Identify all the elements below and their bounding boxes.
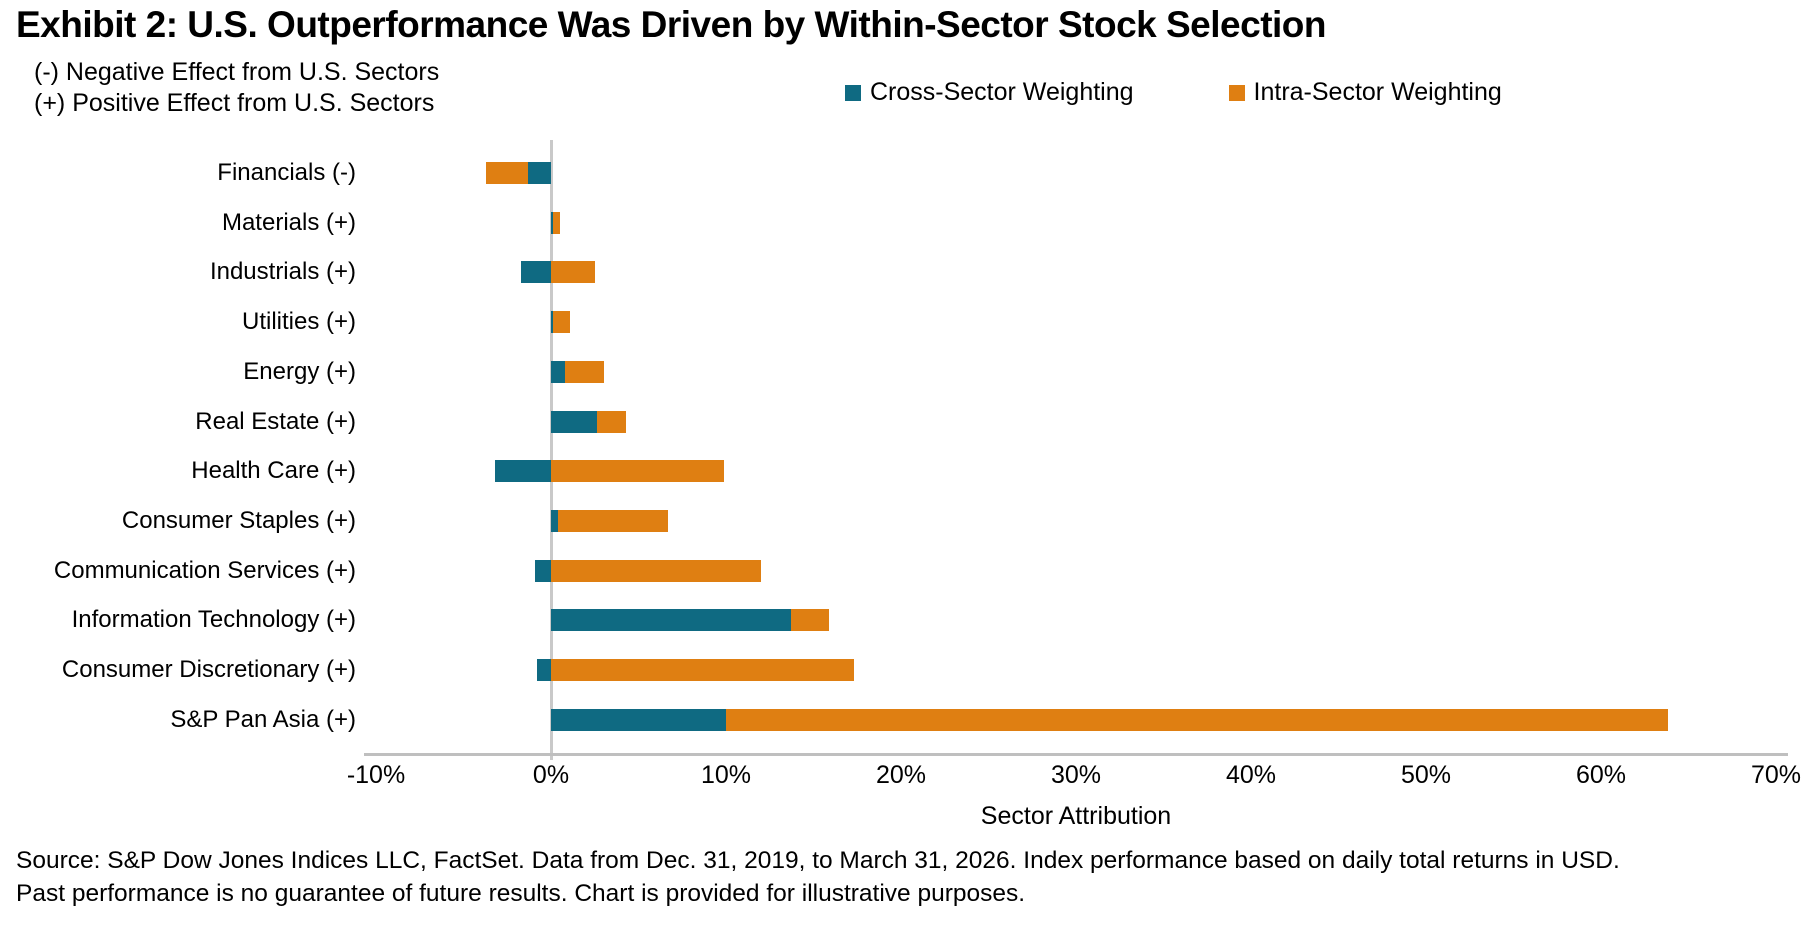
bar-segment bbox=[551, 708, 726, 731]
x-tick-label: 70% bbox=[1750, 761, 1802, 789]
category-label: Real Estate (+) bbox=[195, 407, 356, 435]
bar-segment bbox=[558, 509, 669, 532]
bar-segment bbox=[537, 659, 551, 681]
category-label: Health Care (+) bbox=[191, 457, 356, 485]
y-axis-category-labels: Financials (-) Materials (+) Industrials (… bbox=[0, 140, 356, 753]
bar-segment bbox=[551, 360, 565, 383]
bar-segment bbox=[495, 460, 551, 483]
x-tick-label: 40% bbox=[1225, 761, 1277, 789]
category-label: Consumer Staples (+) bbox=[121, 506, 356, 534]
legend-item-intra-sector: Intra-Sector Weighting bbox=[1228, 78, 1502, 107]
cross-sector-swatch-icon bbox=[845, 84, 861, 101]
category-label: Information Technology (+) bbox=[71, 606, 356, 634]
bar-segment bbox=[551, 509, 558, 532]
bar-segment bbox=[565, 360, 604, 383]
bar-segment bbox=[551, 559, 761, 582]
x-tick-label: 60% bbox=[1575, 761, 1627, 789]
source-note: Source: S&P Dow Jones Indices LLC, FactS… bbox=[16, 844, 1620, 910]
x-tick-label: 20% bbox=[875, 761, 927, 789]
bar-segment bbox=[552, 311, 571, 334]
legend-label: Intra-Sector Weighting bbox=[1253, 78, 1502, 106]
intra-sector-swatch-icon bbox=[1228, 84, 1245, 101]
x-axis-line bbox=[364, 753, 1788, 756]
bar-segment bbox=[551, 659, 854, 681]
category-label: Industrials (+) bbox=[209, 258, 356, 286]
category-label: Energy (+) bbox=[243, 357, 356, 385]
category-label: S&P Pan Asia (+) bbox=[170, 705, 356, 733]
x-axis-title: Sector Attribution bbox=[980, 802, 1172, 830]
bar-segment bbox=[535, 559, 551, 582]
x-tick-label: 50% bbox=[1400, 761, 1452, 789]
chart-title: Exhibit 2: U.S. Outperformance Was Drive… bbox=[16, 4, 1327, 45]
subtitle-positive-note: (+) Positive Effect from U.S. Sectors bbox=[34, 89, 435, 117]
category-label: Materials (+) bbox=[221, 208, 356, 236]
bar-segment bbox=[552, 211, 560, 234]
bar-segment bbox=[790, 609, 830, 632]
x-tick-label: -10% bbox=[346, 761, 406, 789]
chart-subtitle: (-) Negative Effect from U.S. Sectors (+… bbox=[34, 57, 439, 119]
subtitle-negative-note: (-) Negative Effect from U.S. Sectors bbox=[34, 58, 440, 86]
bar-segment bbox=[486, 162, 529, 184]
category-label: Utilities (+) bbox=[241, 308, 356, 336]
zero-axis-line bbox=[549, 140, 553, 760]
bar-segment bbox=[596, 410, 627, 433]
source-line-2: Past performance is no guarantee of futu… bbox=[16, 880, 1026, 907]
x-tick-label: 30% bbox=[1050, 761, 1102, 789]
legend-item-cross-sector: Cross-Sector Weighting bbox=[845, 78, 1134, 107]
bar-segment bbox=[726, 708, 1668, 731]
category-label: Communication Services (+) bbox=[53, 556, 356, 584]
category-label: Consumer Discretionary (+) bbox=[61, 656, 356, 683]
legend: Cross-Sector Weighting Intra-Sector Weig… bbox=[845, 78, 1502, 107]
bar-segment bbox=[551, 410, 597, 433]
source-line-1: Source: S&P Dow Jones Indices LLC, FactS… bbox=[16, 847, 1620, 874]
category-label: Financials (-) bbox=[217, 159, 356, 186]
bar-segment bbox=[528, 162, 551, 184]
bar-segment bbox=[551, 460, 725, 483]
bar-segment bbox=[521, 261, 551, 284]
bar-segment bbox=[551, 311, 553, 334]
x-tick-label: 10% bbox=[700, 761, 752, 789]
x-tick-label: 0% bbox=[532, 761, 570, 789]
bar-segment bbox=[551, 211, 553, 234]
legend-label: Cross-Sector Weighting bbox=[870, 78, 1134, 106]
plot-area: -10% 0% 10% 20% 30% 40% 50% 60% 70% bbox=[347, 140, 1801, 789]
bar-segment bbox=[551, 609, 791, 632]
bar-segment bbox=[551, 261, 595, 284]
